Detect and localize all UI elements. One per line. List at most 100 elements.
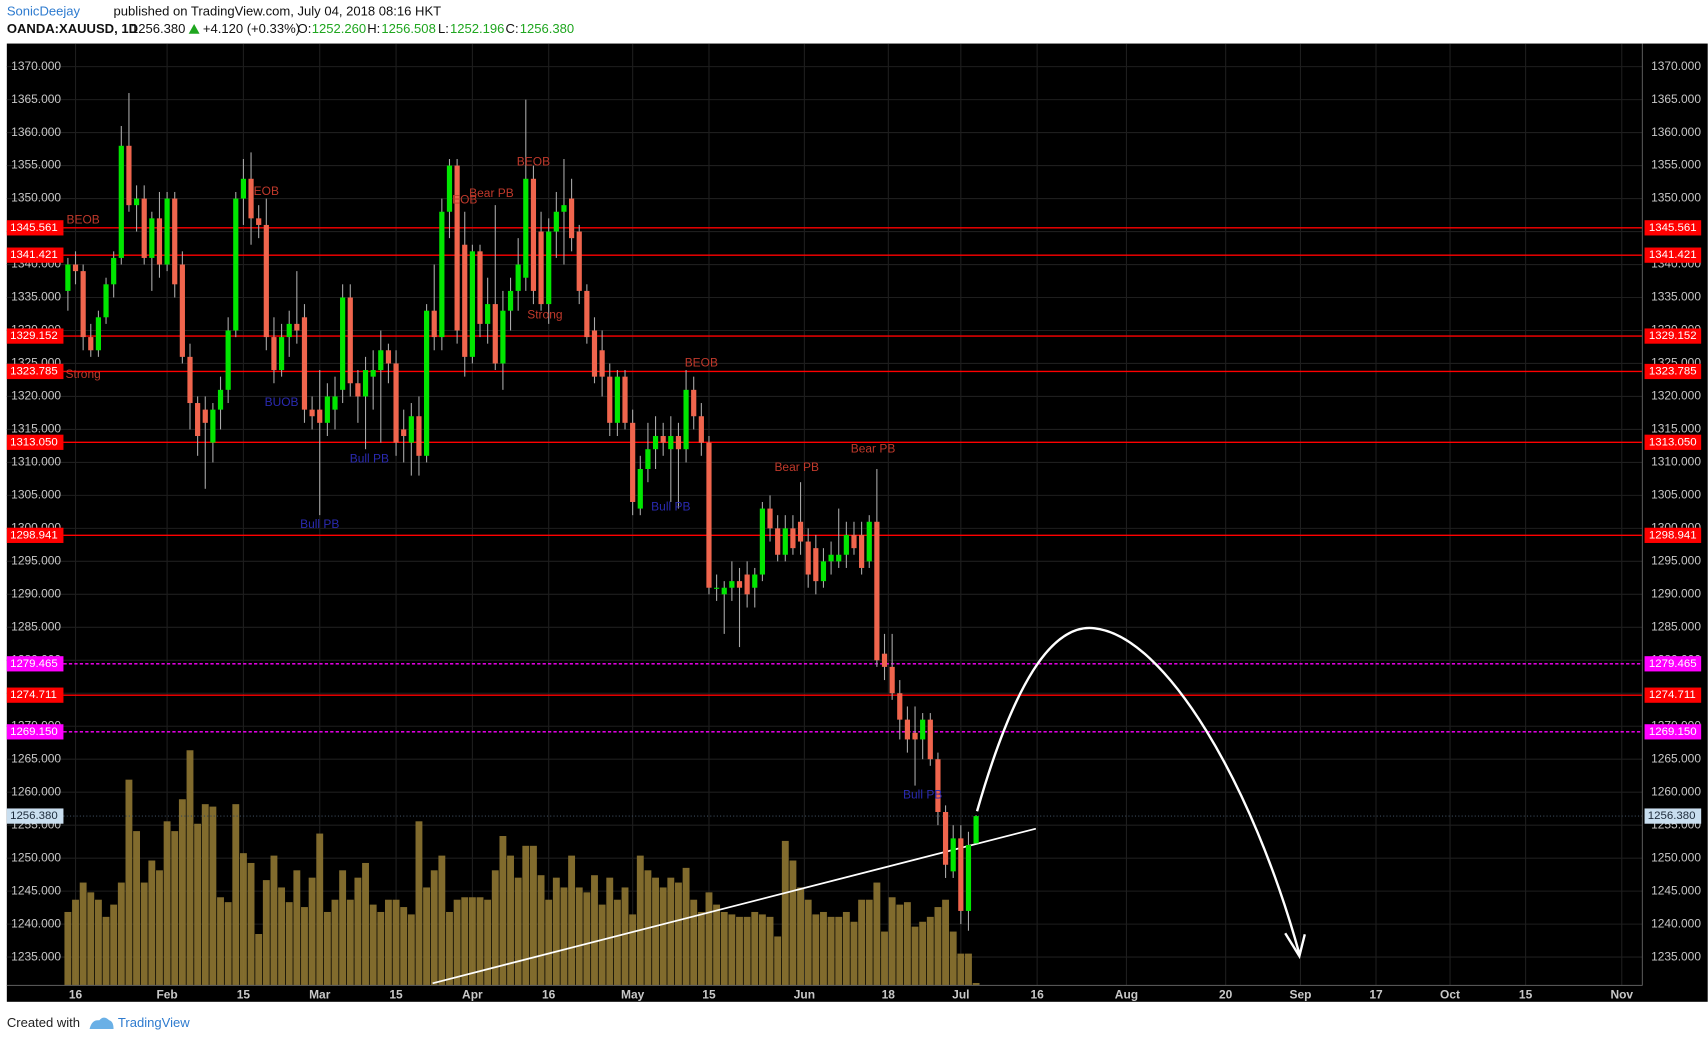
level-label: 1269.150 [10, 726, 58, 738]
y-tick-label: 1250.000 [1651, 850, 1701, 864]
candle-body [133, 198, 140, 206]
candle-body [111, 257, 117, 285]
candle-body [156, 218, 163, 265]
volume-bar [522, 845, 530, 986]
y-tick-label: 1355.000 [1651, 158, 1701, 172]
volume-bar [156, 870, 163, 986]
candle-body [88, 337, 94, 351]
y-tick-label: 1265.000 [11, 751, 61, 765]
pattern-annotation: BEOB [67, 212, 100, 226]
volume-bar [858, 899, 866, 986]
y-tick-label: 1315.000 [1651, 422, 1701, 436]
author[interactable]: SonicDeejay [7, 3, 81, 18]
y-tick-label: 1285.000 [1651, 619, 1701, 633]
volume-bar [507, 855, 514, 986]
volume-bar [491, 870, 499, 986]
level-labels: 1345.561 1345.561 1341.421 1341.421 1329.152… [6, 220, 1702, 824]
volume-bar [613, 899, 621, 986]
volume-bar [560, 887, 568, 986]
volume-bar [934, 907, 942, 986]
candle-body [637, 468, 643, 509]
volume-bar [285, 902, 293, 986]
candle-body [553, 211, 559, 232]
volume-bar [842, 911, 850, 986]
volume-bar [186, 750, 194, 986]
volume-bar [591, 875, 598, 986]
candle-body [950, 838, 956, 872]
y-tick-label: 1285.000 [11, 619, 61, 633]
pattern-annotation: EOB [254, 184, 279, 198]
pattern-annotation: Bear PB [469, 186, 514, 200]
candle-body [332, 396, 338, 410]
level-lines [63, 227, 1643, 817]
arrow-head [1284, 932, 1306, 960]
candle-body [485, 304, 491, 324]
candle-body [805, 541, 811, 575]
candle-body [141, 198, 147, 258]
volume-bar [72, 899, 79, 986]
volume-bar [209, 806, 217, 986]
level-label-box [6, 220, 64, 236]
level-label-box [6, 363, 64, 380]
candle-body [897, 693, 903, 720]
x-tick-label: Nov [1610, 987, 1633, 1001]
volume-bar [896, 904, 904, 986]
level-label: 1313.050 [1649, 436, 1697, 448]
x-tick-label: Oct [1440, 987, 1460, 1001]
x-tick-label: 18 [882, 987, 896, 1001]
volume-bar [140, 882, 148, 986]
candle-body [614, 376, 620, 423]
volume-bar [171, 831, 179, 986]
candle-body [309, 409, 315, 417]
volume-bar [812, 914, 820, 986]
candle-body [477, 251, 483, 324]
x-tick-label: Apr [462, 987, 483, 1001]
volume-bar [354, 877, 362, 986]
pattern-annotation: Bear PB [851, 441, 896, 455]
y-tick-label: 1295.000 [1651, 553, 1701, 567]
volume-bar [781, 840, 789, 986]
candle-body [675, 436, 682, 450]
volume-bar [117, 882, 125, 986]
symbol: OANDA:XAUUSD, 1D [7, 21, 138, 36]
volume-bar [362, 862, 369, 986]
level-label: 1323.785 [1649, 365, 1697, 377]
pattern-annotation: Bear PB [774, 460, 819, 474]
level-label-box [6, 656, 64, 672]
candle-body [492, 304, 498, 364]
y-tick-label: 1240.000 [1651, 916, 1701, 930]
pattern-annotation: BUOB [265, 395, 299, 409]
volume-bar [621, 887, 629, 986]
volume-bar [476, 897, 484, 986]
volume-bar [949, 931, 957, 986]
volume-bar [323, 911, 331, 986]
x-tick-label: 16 [1030, 987, 1044, 1001]
candle-body [965, 844, 972, 911]
volume-bar [690, 899, 698, 986]
tradingview-logo [89, 1017, 114, 1030]
candle-body [256, 218, 262, 225]
candle-body [347, 297, 353, 384]
volume-bar [301, 907, 308, 986]
volume-bar [820, 911, 827, 986]
x-tick-label: 16 [69, 987, 83, 1001]
y-tick-label: 1360.000 [11, 125, 61, 139]
volume-bar [659, 887, 667, 986]
candle-body [65, 264, 71, 291]
volume-bar [468, 897, 476, 986]
candle-body [752, 574, 758, 588]
level-label-box [6, 687, 64, 703]
y-tick-label: 1235.000 [11, 949, 61, 963]
volume-bar [125, 779, 133, 986]
y-tick-label: 1315.000 [11, 422, 61, 436]
x-tick-label: May [621, 987, 645, 1001]
high-value: 1256.508 [381, 21, 435, 36]
volume-bar [384, 899, 392, 986]
level-label: 1274.711 [1649, 689, 1696, 701]
level-label-box [1644, 328, 1702, 344]
candle-body [423, 310, 430, 456]
candle-body [630, 422, 636, 502]
volume-bar [79, 882, 87, 986]
footer-brand[interactable]: TradingView [118, 1015, 190, 1030]
y-tick-label: 1265.000 [1651, 751, 1701, 765]
